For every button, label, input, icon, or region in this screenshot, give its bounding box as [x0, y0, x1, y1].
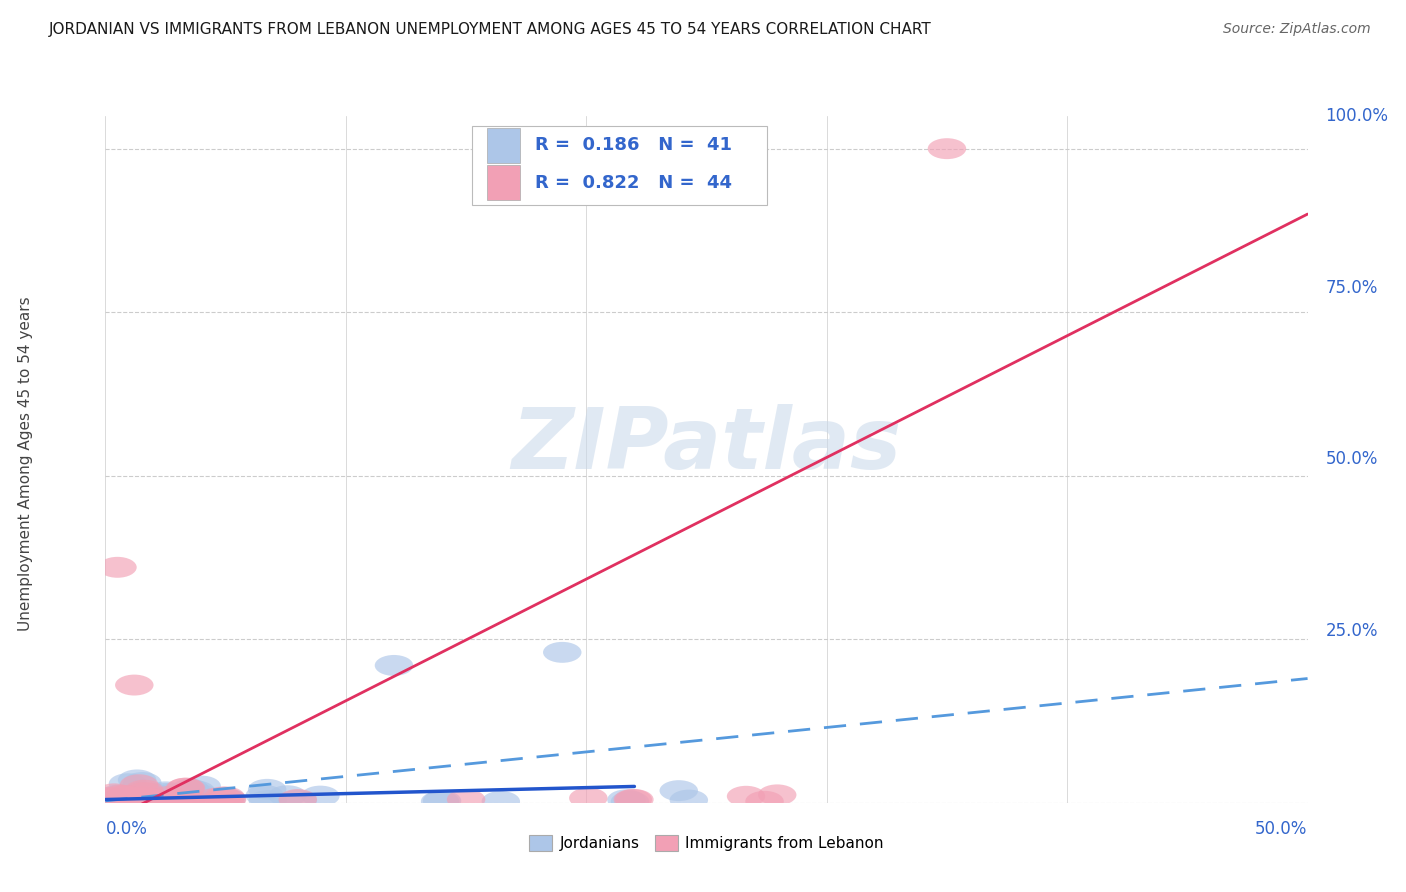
Ellipse shape	[246, 785, 284, 805]
Ellipse shape	[163, 789, 202, 811]
Text: JORDANIAN VS IMMIGRANTS FROM LEBANON UNEMPLOYMENT AMONG AGES 45 TO 54 YEARS CORR: JORDANIAN VS IMMIGRANTS FROM LEBANON UNE…	[49, 22, 932, 37]
Ellipse shape	[177, 780, 215, 801]
Text: 75.0%: 75.0%	[1326, 278, 1378, 297]
Ellipse shape	[163, 784, 201, 805]
Ellipse shape	[170, 779, 209, 799]
Ellipse shape	[208, 789, 246, 809]
Ellipse shape	[160, 791, 200, 813]
Ellipse shape	[928, 138, 966, 159]
Ellipse shape	[420, 791, 460, 812]
Ellipse shape	[132, 782, 170, 804]
Text: Source: ZipAtlas.com: Source: ZipAtlas.com	[1223, 22, 1371, 37]
Ellipse shape	[180, 784, 218, 805]
Ellipse shape	[132, 789, 170, 809]
Ellipse shape	[90, 787, 128, 808]
Text: ZIPatlas: ZIPatlas	[512, 404, 901, 487]
Ellipse shape	[616, 789, 654, 810]
Ellipse shape	[607, 789, 645, 810]
FancyBboxPatch shape	[486, 128, 520, 162]
Text: 100.0%: 100.0%	[1326, 107, 1389, 125]
Ellipse shape	[146, 783, 186, 804]
Ellipse shape	[150, 786, 188, 807]
Ellipse shape	[105, 785, 145, 806]
Ellipse shape	[543, 642, 582, 663]
Ellipse shape	[447, 789, 485, 810]
Ellipse shape	[143, 787, 181, 807]
Ellipse shape	[124, 788, 162, 809]
Ellipse shape	[98, 785, 138, 805]
Text: 50.0%: 50.0%	[1326, 450, 1378, 468]
Ellipse shape	[249, 790, 287, 811]
Ellipse shape	[156, 791, 194, 812]
Ellipse shape	[482, 791, 520, 812]
Ellipse shape	[139, 790, 179, 811]
Ellipse shape	[569, 788, 607, 808]
Ellipse shape	[124, 772, 162, 793]
Ellipse shape	[204, 787, 242, 807]
Ellipse shape	[610, 791, 650, 812]
Ellipse shape	[118, 790, 157, 812]
Ellipse shape	[108, 773, 148, 794]
Ellipse shape	[131, 789, 169, 809]
Text: 50.0%: 50.0%	[1256, 820, 1308, 838]
Ellipse shape	[208, 789, 246, 810]
Ellipse shape	[197, 788, 235, 809]
Text: R =  0.822   N =  44: R = 0.822 N = 44	[534, 174, 731, 192]
Ellipse shape	[125, 780, 163, 801]
Ellipse shape	[114, 785, 152, 806]
Ellipse shape	[269, 785, 307, 806]
Ellipse shape	[659, 780, 697, 801]
Text: Unemployment Among Ages 45 to 54 years: Unemployment Among Ages 45 to 54 years	[18, 296, 32, 632]
Ellipse shape	[758, 784, 796, 805]
Ellipse shape	[207, 791, 245, 813]
Ellipse shape	[247, 779, 287, 800]
Ellipse shape	[207, 787, 245, 807]
Ellipse shape	[118, 770, 156, 790]
Ellipse shape	[177, 792, 215, 813]
FancyBboxPatch shape	[472, 127, 766, 205]
FancyBboxPatch shape	[486, 165, 520, 200]
Ellipse shape	[125, 782, 163, 803]
Ellipse shape	[727, 786, 765, 806]
Ellipse shape	[278, 789, 316, 811]
Text: 0.0%: 0.0%	[105, 820, 148, 838]
Ellipse shape	[153, 783, 193, 805]
Ellipse shape	[155, 791, 193, 812]
Ellipse shape	[120, 774, 159, 795]
Ellipse shape	[423, 790, 461, 812]
Ellipse shape	[114, 792, 152, 813]
Ellipse shape	[301, 786, 340, 806]
Ellipse shape	[167, 778, 205, 798]
Ellipse shape	[278, 789, 316, 810]
Ellipse shape	[166, 778, 204, 798]
Ellipse shape	[669, 789, 709, 811]
Ellipse shape	[122, 789, 160, 809]
Ellipse shape	[745, 791, 783, 812]
Ellipse shape	[136, 789, 174, 811]
Ellipse shape	[115, 674, 153, 696]
Ellipse shape	[134, 791, 172, 813]
Ellipse shape	[375, 655, 413, 676]
Text: 25.0%: 25.0%	[1326, 622, 1378, 640]
Ellipse shape	[132, 792, 170, 813]
Ellipse shape	[120, 788, 159, 808]
Ellipse shape	[613, 789, 652, 810]
Ellipse shape	[146, 781, 184, 802]
Ellipse shape	[98, 557, 136, 578]
Ellipse shape	[170, 792, 208, 813]
Ellipse shape	[183, 776, 221, 797]
Ellipse shape	[148, 792, 187, 813]
Ellipse shape	[124, 786, 163, 807]
Legend: Jordanians, Immigrants from Lebanon: Jordanians, Immigrants from Lebanon	[523, 829, 890, 857]
Ellipse shape	[166, 792, 205, 813]
Ellipse shape	[94, 783, 134, 805]
Ellipse shape	[131, 790, 169, 811]
Ellipse shape	[121, 792, 159, 813]
Ellipse shape	[101, 785, 141, 805]
Text: R =  0.186   N =  41: R = 0.186 N = 41	[534, 136, 731, 154]
